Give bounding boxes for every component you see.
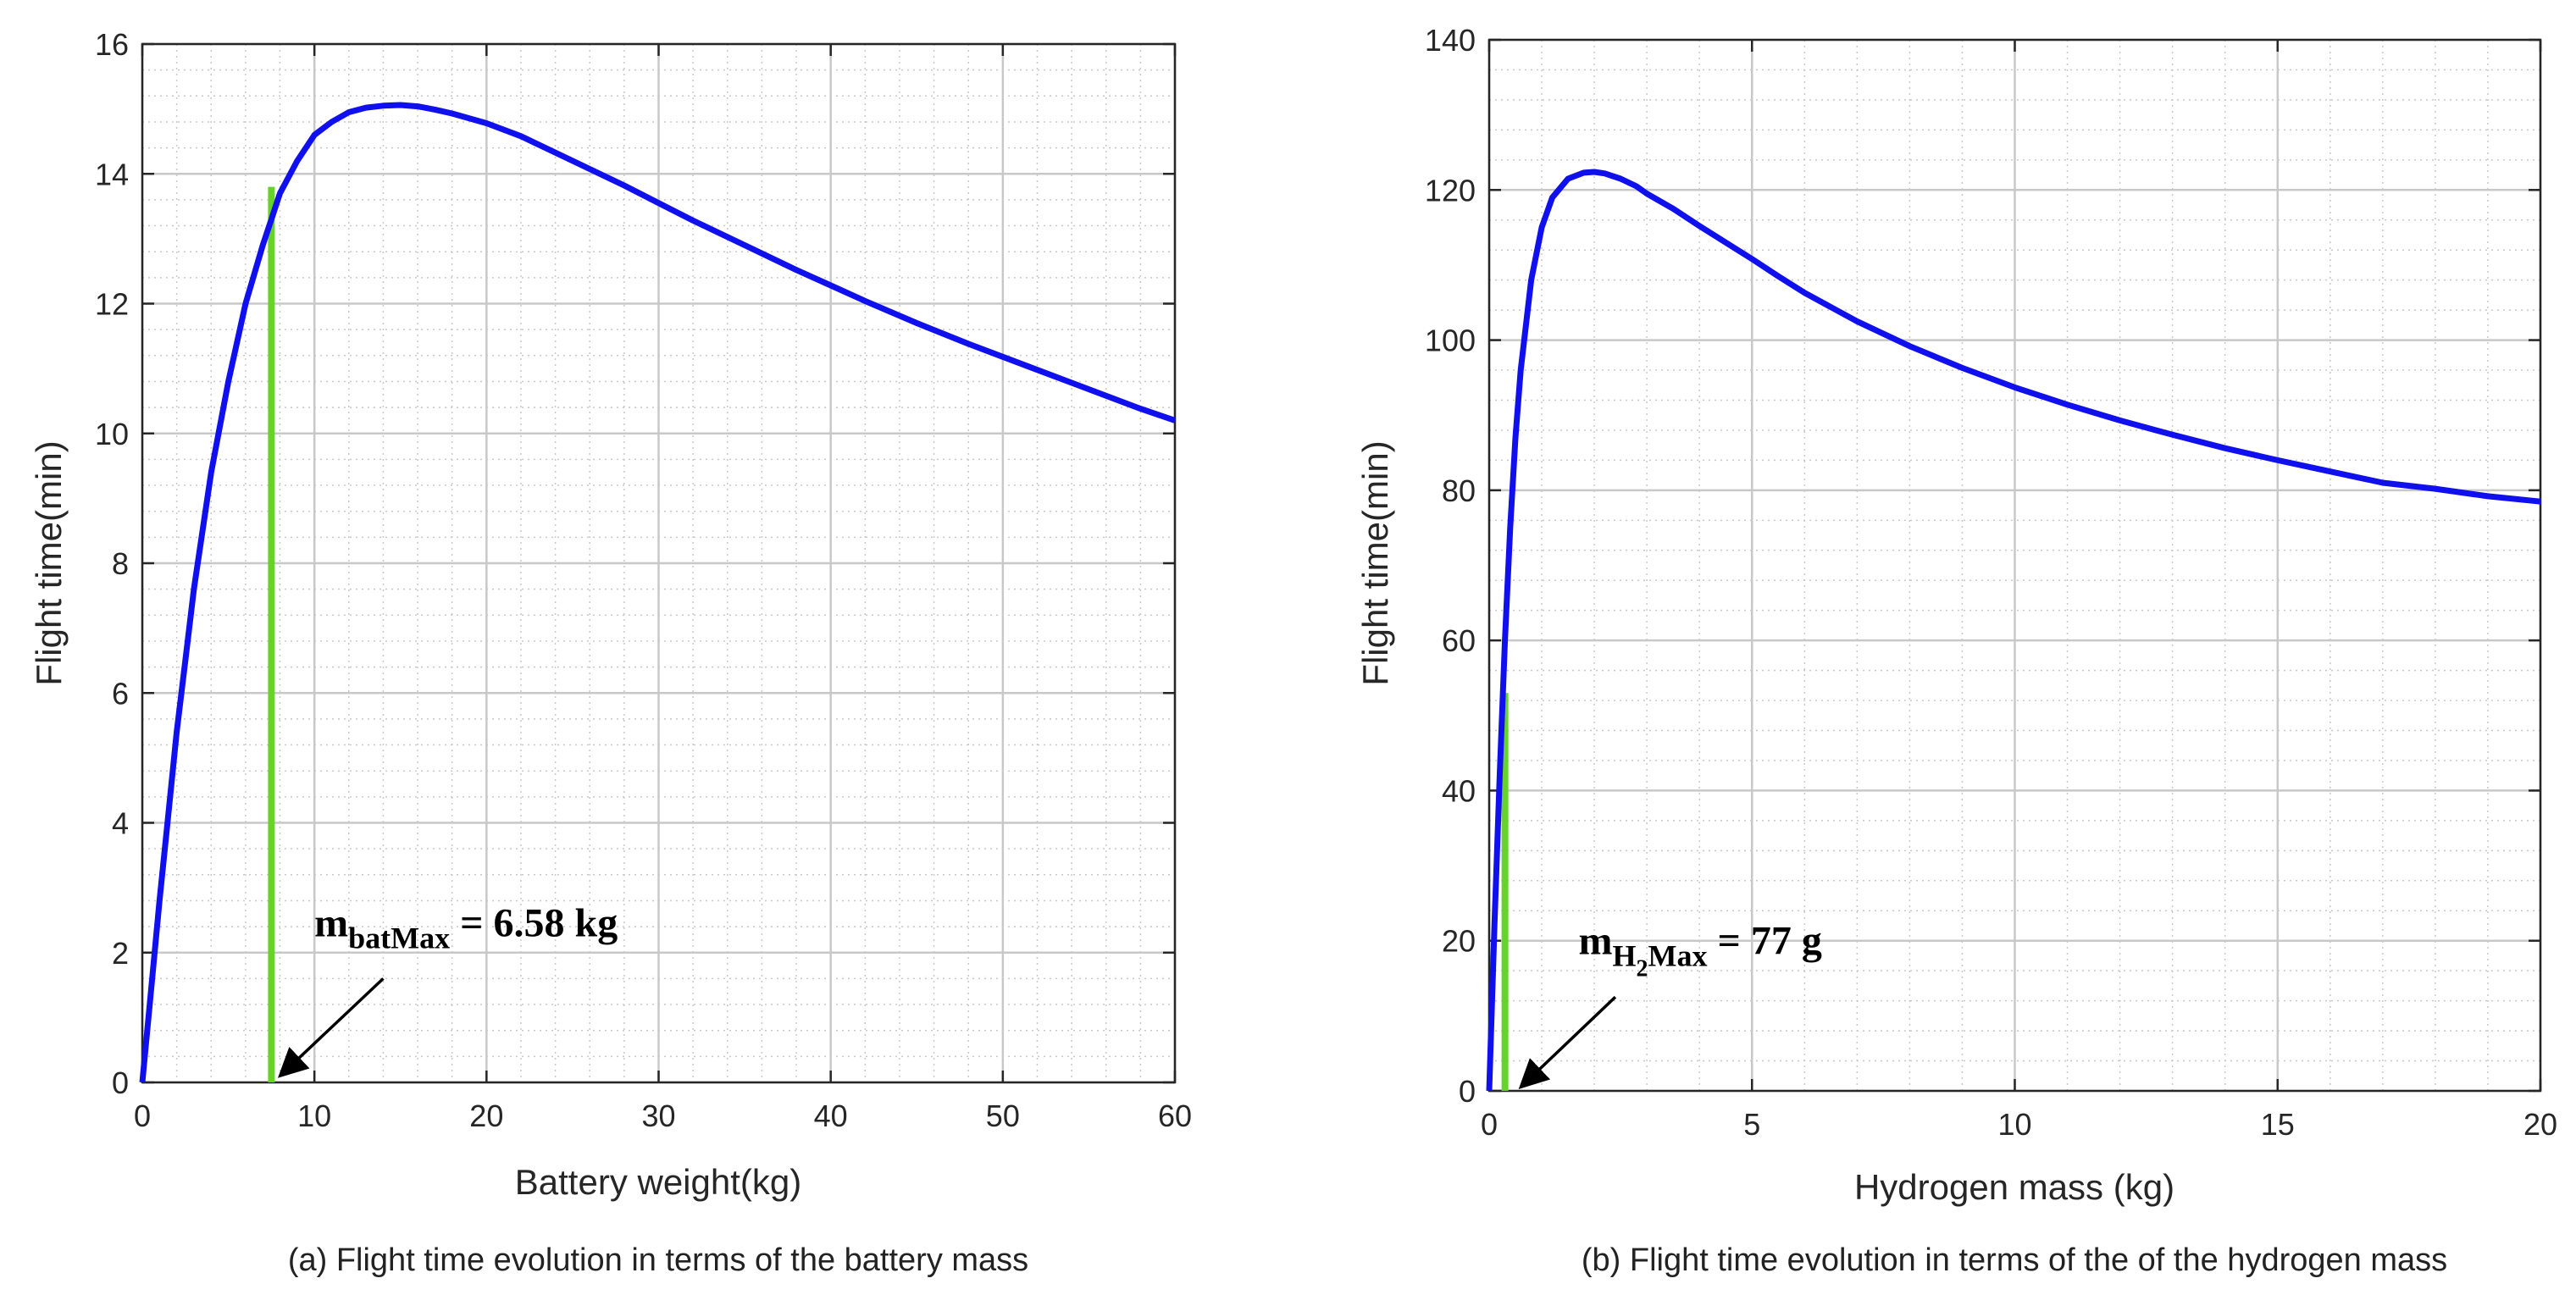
x-tick-label: 5: [1743, 1107, 1760, 1142]
x-tick-label: 0: [134, 1098, 151, 1133]
annotation-arrow-a: [277, 977, 385, 1078]
x-tick-label: 30: [641, 1098, 675, 1133]
annotation-arrow-b: [1518, 995, 1617, 1089]
y-tick-label: 4: [112, 806, 129, 841]
y-tick-label: 120: [1425, 173, 1476, 208]
series-line: [139, 102, 1177, 1083]
x-tick-label: 10: [297, 1098, 331, 1133]
series-line: [1486, 169, 2541, 1092]
annotation-text-b: mH2Max = 77 g: [1578, 919, 1821, 982]
x-tick-label: 40: [814, 1098, 848, 1133]
y-tick-label: 100: [1425, 324, 1476, 358]
y-axis-label-b: Flight time(min): [1355, 440, 1395, 685]
y-tick-label: 6: [112, 676, 129, 711]
y-tick-label: 12: [95, 287, 129, 322]
y-tick-label: 80: [1442, 473, 1476, 508]
y-tick-label: 20: [1442, 924, 1476, 959]
annotation-b: mH2Max = 77 g: [1518, 919, 1822, 1089]
y-tick-label: 16: [95, 27, 129, 62]
y-axis-label-a: Flight time(min): [29, 440, 69, 685]
annotation-a: mbatMax = 6.58 kg: [277, 901, 618, 1078]
chart-panel-a: 0 10 20 30 40 50 60 0 2 4 6 8 10 12 14 16 mbatMax = 6.5…: [29, 27, 1192, 1278]
y-tick-label: 10: [95, 417, 129, 451]
x-tick-label: 20: [2523, 1107, 2557, 1142]
y-tick-label: 60: [1442, 623, 1476, 658]
x-tick-label: 0: [1481, 1107, 1498, 1142]
x-axis-label-b: Hydrogen mass (kg): [1854, 1167, 2174, 1207]
y-tick-label: 8: [112, 546, 129, 581]
y-tick-label: 0: [1459, 1074, 1476, 1109]
x-axis-label-a: Battery weight(kg): [515, 1162, 801, 1202]
ticks-a: 0 10 20 30 40 50 60 0 2 4 6 8 10 12 14 16: [95, 27, 1192, 1133]
x-tick-label: 10: [1997, 1107, 2031, 1142]
y-tick-label: 0: [112, 1065, 129, 1100]
y-tick-label: 40: [1442, 773, 1476, 808]
caption-a: (a) Flight time evolution in terms of th…: [288, 1242, 1028, 1278]
x-tick-label: 20: [469, 1098, 503, 1133]
x-tick-label: 15: [2261, 1107, 2295, 1142]
x-tick-label: 60: [1158, 1098, 1192, 1133]
annotation-text-a: mbatMax = 6.58 kg: [314, 901, 618, 955]
x-tick-label: 50: [986, 1098, 1020, 1133]
y-tick-label: 14: [95, 157, 129, 191]
chart-panel-b: 0 5 10 15 20 0 20 40 60 80 100 120 140 mH2Max = 77 g…: [1355, 23, 2557, 1278]
ticks-b: 0 5 10 15 20 0 20 40 60 80 100 120 140: [1425, 23, 2557, 1142]
series-a: [139, 102, 1177, 1083]
caption-b: (b) Flight time evolution in terms of th…: [1582, 1242, 2447, 1278]
series-b: [1486, 169, 2541, 1092]
y-tick-label: 2: [112, 936, 129, 971]
y-tick-label: 140: [1425, 23, 1476, 58]
